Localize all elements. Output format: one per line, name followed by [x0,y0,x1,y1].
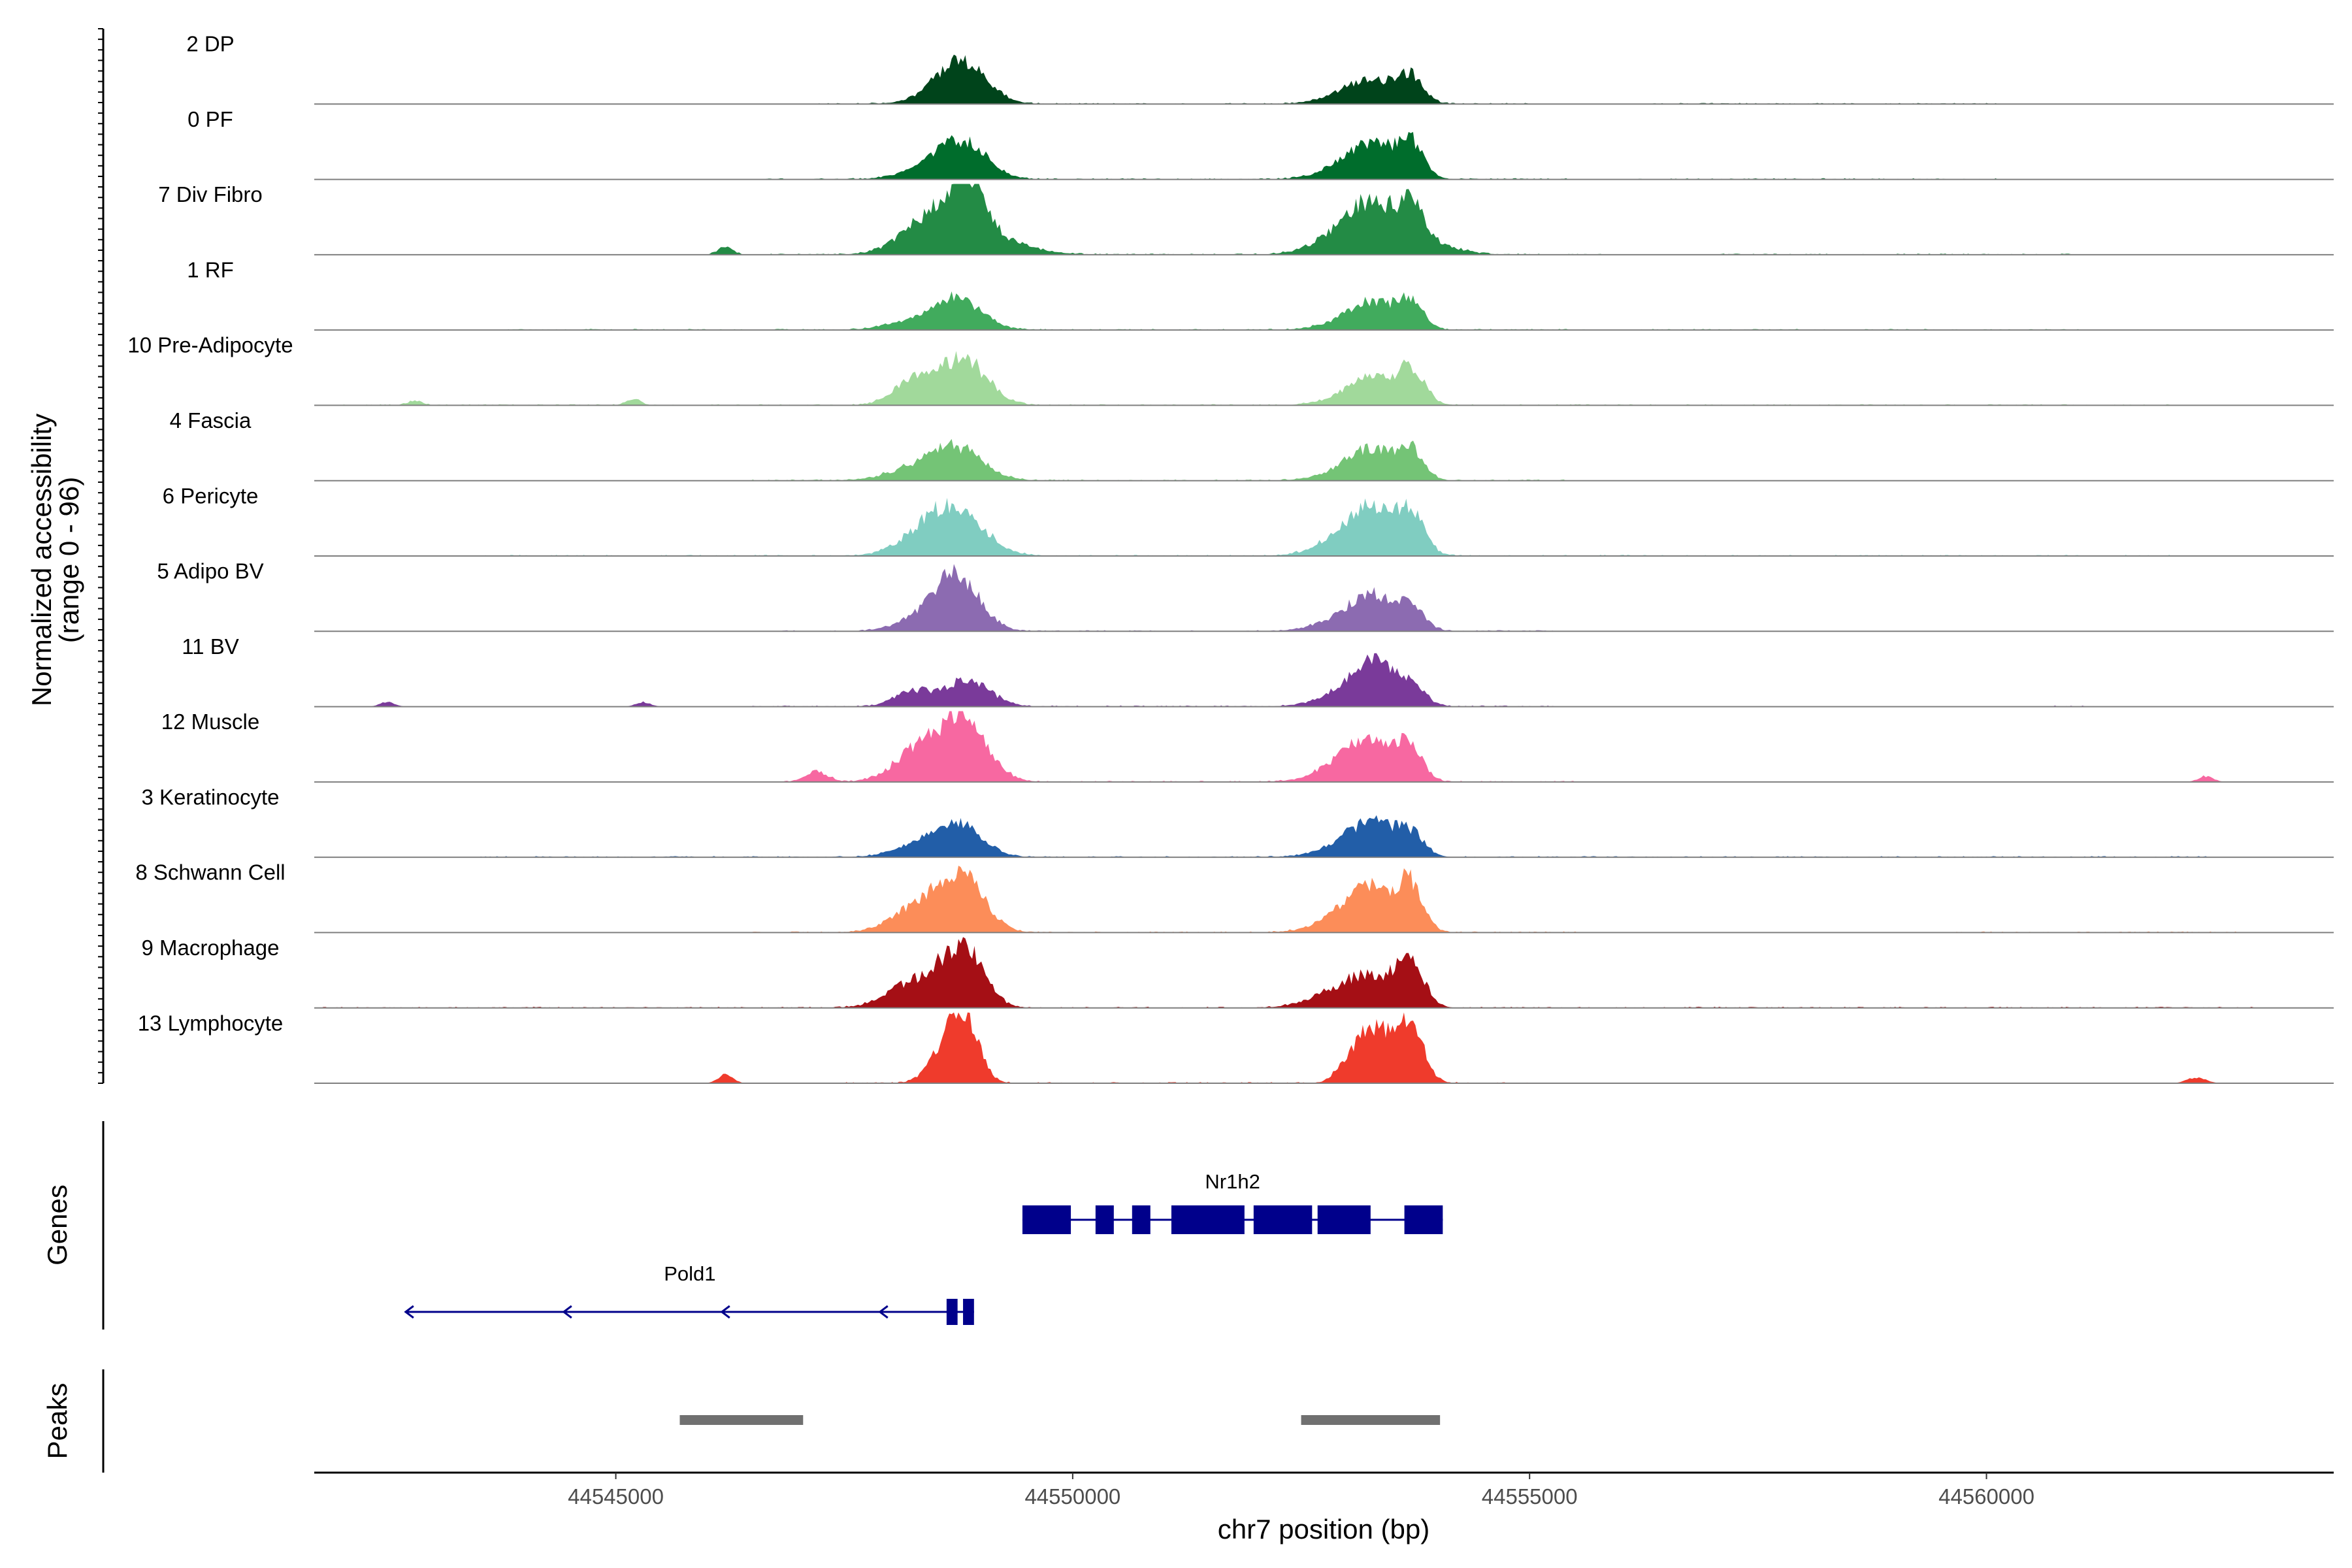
coverage-area-3 [314,291,2334,331]
peak-bar-1 [1301,1415,1441,1425]
track-label-0: 2 DP [186,32,234,56]
x-tick-label-1: 44550000 [1024,1484,1120,1509]
coverage-area-7 [314,564,2334,632]
coverage-y-ticks [98,28,103,1084]
x-axis-title: chr7 position (bp) [1218,1514,1430,1544]
track-label-1: 0 PF [188,107,233,131]
track-label-7: 5 Adipo BV [157,559,263,583]
gene-label-nr1h2: Nr1h2 [1205,1170,1260,1193]
exon-nr1h2-0 [1022,1205,1071,1234]
track-label-13: 13 Lymphocyte [138,1011,284,1035]
coverage-tracks: 2 DP 0 PF 7 Div Fibro 1 RF 10 Pre-Adipocyte 4… [127,32,2334,1084]
exon-nr1h2-2 [1132,1205,1151,1234]
track-label-12: 9 Macrophage [142,936,280,960]
track-label-3: 1 RF [187,257,234,282]
y-axis-title-line1: Normalized accessibility [26,414,57,706]
exon-pold1-1 [963,1299,974,1325]
track-label-11: 8 Schwann Cell [135,860,285,885]
y-axis-title-line2: (range 0 - 96) [54,477,84,643]
strand-arrow-pold1 [404,1305,414,1319]
peaks-track-title: Peaks [42,1383,73,1460]
x-tick-label-0: 44545000 [568,1484,664,1509]
track-label-5: 4 Fascia [170,408,252,433]
coverage-area-1 [314,132,2334,180]
x-axis-ticks: 44545000 44550000 44555000 44560000 [568,1473,2034,1509]
coverage-area-13 [314,1012,2334,1083]
gene-annotations: Nr1h2 Pold1 [404,1170,1443,1325]
gene-label-pold1: Pold1 [664,1262,715,1285]
exon-pold1-0 [946,1299,958,1325]
strand-arrow-pold1 [878,1305,889,1319]
peak-bar-0 [679,1415,804,1425]
track-label-8: 11 BV [182,634,238,659]
exon-nr1h2-5 [1317,1205,1371,1234]
x-tick-label-3: 44560000 [1938,1484,2034,1509]
exon-nr1h2-6 [1404,1205,1443,1234]
coverage-area-5 [314,438,2334,481]
exon-nr1h2-4 [1253,1205,1313,1234]
x-tick-label-2: 44555000 [1482,1484,1578,1509]
peak-regions [679,1415,1441,1425]
coverage-area-0 [314,54,2334,105]
coverage-area-12 [314,937,2334,1008]
coverage-area-9 [314,711,2334,782]
strand-arrow-pold1 [720,1305,730,1319]
track-label-2: 7 Div Fibro [158,182,263,206]
exon-nr1h2-3 [1171,1205,1245,1234]
genes-track-title: Genes [42,1184,73,1266]
strand-arrow-pold1 [562,1305,572,1319]
coverage-area-8 [314,653,2334,707]
coverage-area-11 [314,866,2334,933]
track-label-10: 3 Keratinocyte [142,785,280,809]
track-label-4: 10 Pre-Adipocyte [127,333,293,357]
track-label-9: 12 Muscle [161,710,259,734]
exon-nr1h2-1 [1095,1205,1114,1234]
coverage-area-6 [314,498,2334,556]
coverage-area-4 [314,351,2334,406]
coverage-area-10 [314,815,2334,858]
coverage-area-2 [314,184,2334,255]
track-label-6: 6 Pericyte [163,483,259,508]
